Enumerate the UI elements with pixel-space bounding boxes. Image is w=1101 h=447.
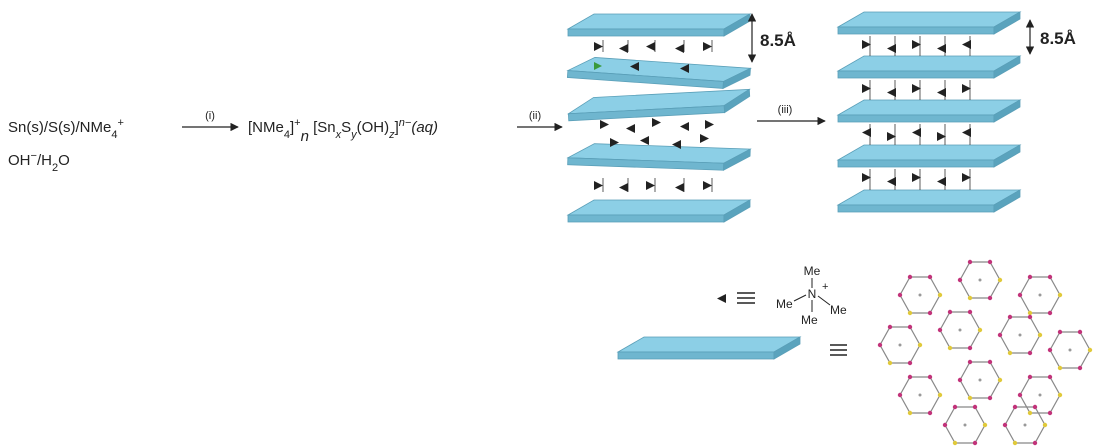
layer bbox=[837, 144, 1021, 168]
layer bbox=[567, 199, 751, 223]
subscript: 4 bbox=[111, 129, 117, 141]
methyl: Me bbox=[804, 264, 821, 278]
layer bbox=[567, 142, 751, 172]
subscript: 4 bbox=[284, 129, 290, 141]
formula-part: O bbox=[58, 152, 70, 169]
formula-part: (OH) bbox=[357, 119, 390, 136]
superscript: − bbox=[31, 150, 37, 162]
layer bbox=[837, 99, 1021, 123]
formula-part: (aq) bbox=[411, 119, 438, 136]
step-label: (iii) bbox=[778, 104, 793, 116]
formula-part: OH bbox=[8, 152, 31, 169]
nitrogen: N bbox=[808, 287, 817, 301]
formula-part: [NMe bbox=[248, 119, 284, 136]
cation-symbol bbox=[717, 294, 726, 303]
tetramethylammonium: Me N + Me Me Me bbox=[776, 264, 847, 327]
formula-part: [Sn bbox=[309, 119, 336, 136]
superscript: + bbox=[117, 117, 123, 129]
equivalent-sign bbox=[830, 344, 847, 356]
layer bbox=[566, 55, 751, 91]
subscript: z bbox=[388, 129, 395, 141]
formula-part: ] bbox=[395, 119, 399, 136]
charge: + bbox=[822, 281, 828, 293]
step-label: (ii) bbox=[529, 110, 541, 122]
layer bbox=[837, 55, 1021, 79]
methyl: Me bbox=[776, 297, 793, 311]
equivalent-sign bbox=[737, 292, 755, 304]
superscript: + bbox=[294, 117, 300, 129]
subscript: y bbox=[350, 129, 358, 141]
layer bbox=[567, 13, 751, 37]
spacing-label: 8.5Å bbox=[1040, 29, 1076, 48]
superscript: n− bbox=[399, 117, 412, 129]
product-formula: [NMe4]+n [SnxSy(OH)z]n−(aq) bbox=[248, 117, 438, 145]
layer bbox=[837, 11, 1021, 35]
ordered-stack bbox=[837, 11, 1021, 213]
reactant-line1: Sn(s)/S(s)/NMe4+ bbox=[8, 117, 124, 141]
disordered-stack bbox=[566, 13, 751, 223]
formula-part: Sn(s)/S(s)/NMe bbox=[8, 119, 111, 136]
framework-structure bbox=[877, 259, 1093, 446]
reactant-line2: OH−/H2O bbox=[8, 150, 70, 174]
step-label: (i) bbox=[205, 110, 215, 122]
layer bbox=[567, 88, 751, 122]
spacing-label: 8.5Å bbox=[760, 31, 796, 50]
formula-part: S bbox=[341, 119, 351, 136]
layer-symbol bbox=[617, 336, 801, 360]
formula-part: ] bbox=[290, 119, 294, 136]
subscript: 2 bbox=[52, 162, 58, 174]
layer bbox=[837, 189, 1021, 213]
subscript: x bbox=[335, 129, 342, 141]
formula-part: /H bbox=[37, 152, 52, 169]
methyl: Me bbox=[801, 313, 818, 327]
methyl: Me bbox=[830, 303, 847, 317]
subscript: n bbox=[301, 128, 309, 145]
